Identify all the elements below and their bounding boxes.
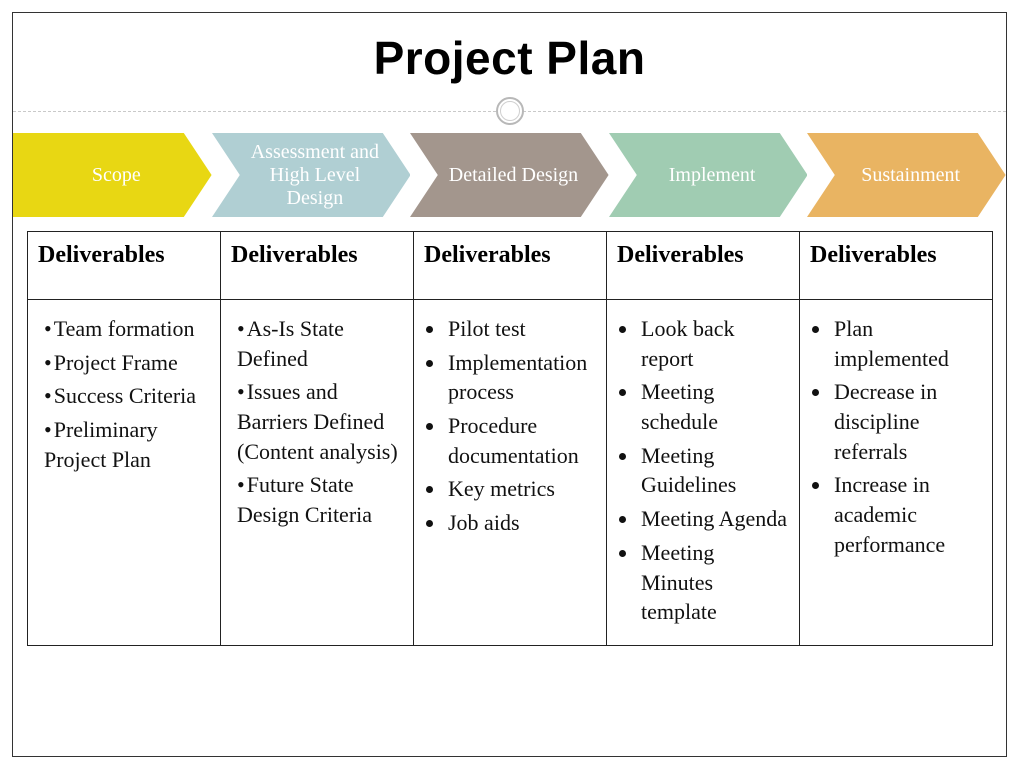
title-area: Project Plan: [13, 13, 1006, 127]
phase-label: Scope: [13, 133, 212, 217]
list-item: Plan implemented: [832, 314, 982, 373]
deliverables-list: Look back reportMeeting scheduleMeeting …: [621, 314, 789, 627]
list-item: Increase in academic performance: [832, 470, 982, 559]
column-body: Look back reportMeeting scheduleMeeting …: [607, 300, 799, 645]
column-body: Team formation Project FrameSuccess Crite…: [28, 300, 220, 492]
deliverables-column: Deliverables Pilot test Implementation pro…: [414, 232, 607, 645]
phase-label: Detailed Design: [410, 133, 609, 217]
column-body: Plan implementedDecrease in discipline r…: [800, 300, 992, 578]
deliverables-list: Plan implementedDecrease in discipline r…: [814, 314, 982, 560]
deliverables-column: Deliverables Team formation Project FrameS…: [28, 232, 221, 645]
list-item: Look back report: [639, 314, 789, 373]
list-item: Key metrics: [446, 474, 596, 504]
column-body: As-Is State DefinedIssues and Barriers D…: [221, 300, 413, 548]
phase-label: Implement: [609, 133, 808, 217]
title-divider: [13, 97, 1006, 127]
phase-chevron-row: ScopeAssessment and High Level DesignDet…: [13, 133, 1006, 217]
list-item: Preliminary Project Plan: [42, 415, 210, 474]
slide-frame: Project Plan ScopeAssessment and High Le…: [12, 12, 1007, 757]
list-item: Meeting schedule: [639, 377, 789, 436]
list-item: Issues and Barriers Defined (Content ana…: [235, 377, 403, 466]
page-title: Project Plan: [13, 31, 1006, 85]
column-header: Deliverables: [221, 232, 413, 300]
column-header: Deliverables: [607, 232, 799, 300]
list-item: Job aids: [446, 508, 596, 538]
deliverables-column: Deliverables Look back reportMeeting sche…: [607, 232, 800, 645]
list-item: Future State Design Criteria: [235, 470, 403, 529]
column-header: Deliverables: [800, 232, 992, 300]
phase-chevron: Detailed Design: [410, 133, 609, 217]
list-item: Decrease in discipline referrals: [832, 377, 982, 466]
column-body: Pilot test Implementation processProcedur…: [414, 300, 606, 556]
list-item: Project Frame: [42, 348, 210, 378]
column-header: Deliverables: [28, 232, 220, 300]
list-item: Team formation: [42, 314, 210, 344]
deliverables-list: Pilot test Implementation processProcedur…: [428, 314, 596, 538]
deliverables-column: Deliverables Plan implementedDecrease in …: [800, 232, 992, 645]
column-header: Deliverables: [414, 232, 606, 300]
bottom-band: [27, 718, 993, 744]
list-item: Success Criteria: [42, 381, 210, 411]
list-item: Pilot test: [446, 314, 596, 344]
deliverables-list: As-Is State DefinedIssues and Barriers D…: [235, 314, 403, 530]
deliverables-column: Deliverables As-Is State DefinedIssues an…: [221, 232, 414, 645]
list-item: Meeting Agenda: [639, 504, 789, 534]
divider-circle-icon: [496, 97, 524, 125]
list-item: Procedure documentation: [446, 411, 596, 470]
phase-chevron: Assessment and High Level Design: [212, 133, 411, 217]
list-item: Implementation process: [446, 348, 596, 407]
phase-label: Sustainment: [807, 133, 1006, 217]
phase-label: Assessment and High Level Design: [212, 133, 411, 217]
list-item: Meeting Minutes template: [639, 538, 789, 627]
deliverables-table: Deliverables Team formation Project FrameS…: [27, 231, 993, 646]
phase-chevron: Sustainment: [807, 133, 1006, 217]
phase-chevron: Implement: [609, 133, 808, 217]
deliverables-list: Team formation Project FrameSuccess Crite…: [42, 314, 210, 474]
list-item: As-Is State Defined: [235, 314, 403, 373]
list-item: Meeting Guidelines: [639, 441, 789, 500]
phase-chevron: Scope: [13, 133, 212, 217]
